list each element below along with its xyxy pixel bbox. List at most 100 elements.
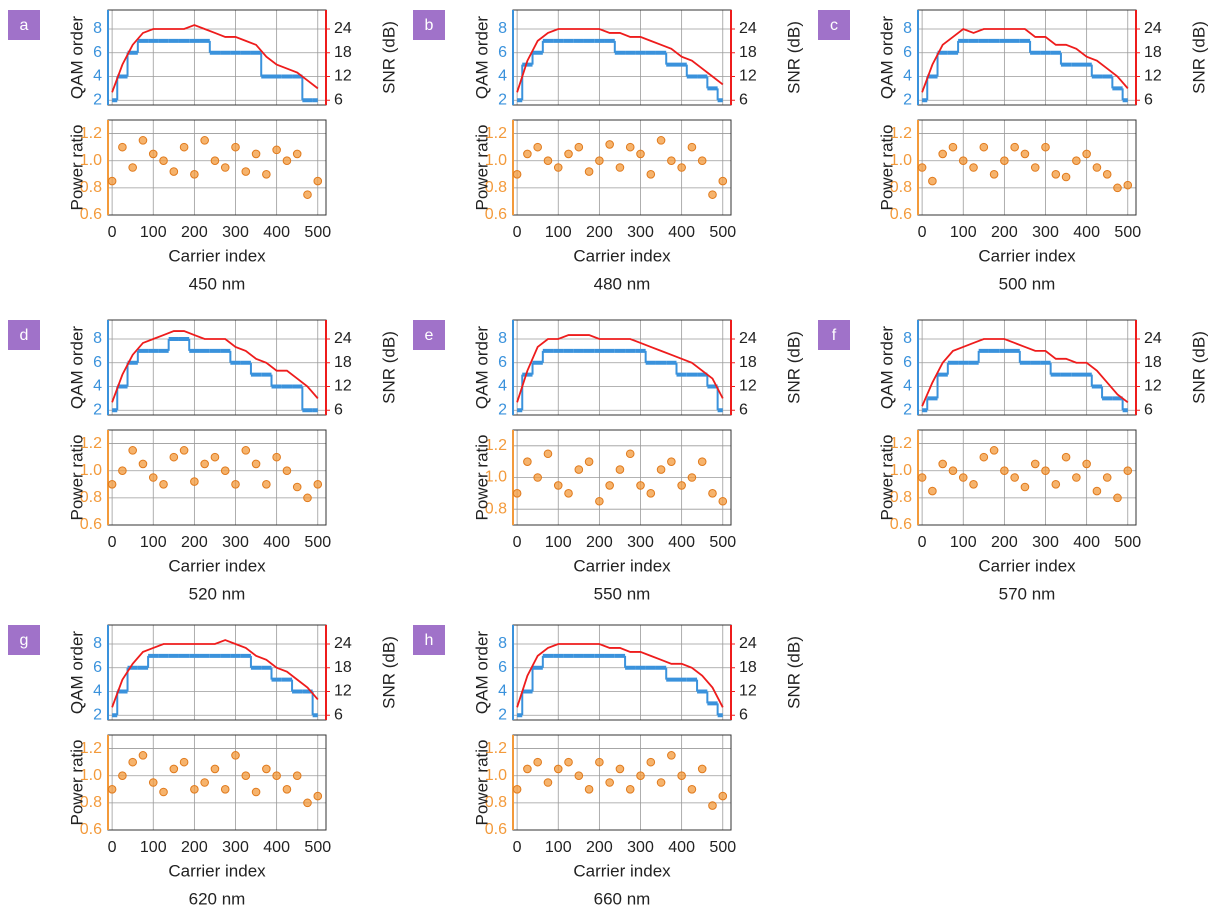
power-point	[512, 784, 522, 794]
y-tick-label: 2	[498, 401, 507, 418]
x-tick-label: 300	[222, 224, 249, 241]
y-tick-label: 1.0	[80, 767, 102, 784]
y-tick-label: 1.0	[890, 152, 912, 169]
x-tick-label: 500	[1114, 224, 1141, 241]
plot-frame	[917, 9, 1137, 106]
y-tick-label: 0.6	[485, 821, 507, 838]
power-point	[128, 163, 137, 172]
y-tick-label: 1.2	[890, 435, 912, 452]
y-tick-label: 1.2	[80, 125, 102, 142]
y2-tick-label: 24	[334, 635, 352, 652]
panel-label-box	[413, 625, 445, 655]
caption: 520 nm	[189, 584, 246, 603]
power-point	[584, 457, 594, 466]
power-point	[1123, 466, 1133, 476]
power-point	[128, 446, 137, 455]
power-point	[1082, 149, 1091, 159]
y-tick-label: 0.8	[80, 179, 102, 196]
x-axis-label: Carrier index	[978, 246, 1076, 265]
plot-frame	[107, 624, 327, 721]
power-point	[292, 771, 302, 781]
power-point	[917, 163, 927, 172]
snr-line	[921, 27, 1129, 93]
panel-label: b	[425, 17, 434, 34]
power-point	[1010, 473, 1019, 482]
power-point	[148, 778, 158, 787]
y-axis-label: Power ratio	[67, 435, 86, 521]
x-axis-label: Carrier index	[978, 556, 1076, 575]
power-point	[948, 466, 958, 476]
power-point	[292, 149, 302, 159]
power-point	[989, 169, 999, 179]
power-point	[708, 801, 717, 810]
y-tick-label: 6	[498, 659, 507, 676]
power-point	[107, 784, 117, 794]
power-point	[1092, 486, 1102, 496]
plot-frame	[107, 319, 327, 416]
power-point	[220, 784, 230, 794]
y2-tick-label: 18	[739, 44, 757, 61]
x-tick-label: 400	[668, 534, 695, 551]
x-tick-label: 200	[991, 224, 1018, 241]
y-tick-label: 0.8	[890, 489, 912, 506]
y-tick-label: 2	[93, 91, 102, 108]
power-point	[190, 169, 199, 179]
power-point	[979, 452, 989, 462]
x-tick-label: 400	[1073, 534, 1100, 551]
y-tick-label: 6	[93, 44, 102, 61]
power-point	[1061, 452, 1071, 462]
y-tick-label: 8	[93, 635, 102, 652]
power-point	[718, 791, 728, 801]
y-tick-label: 4	[498, 683, 507, 700]
power-point	[969, 163, 978, 172]
panel-label-box	[413, 10, 445, 40]
y-tick-label: 6	[93, 659, 102, 676]
y2-tick-label: 18	[1144, 44, 1162, 61]
x-axis-label: Carrier index	[573, 861, 671, 880]
power-point	[292, 482, 302, 492]
y-tick-label: 8	[903, 330, 912, 347]
power-point	[523, 149, 532, 159]
x-tick-label: 300	[1032, 224, 1059, 241]
power-point	[718, 496, 728, 506]
y2-tick-label: 24	[739, 330, 757, 347]
power-point	[220, 466, 230, 476]
y-tick-label: 6	[498, 354, 507, 371]
x-axis-label: Carrier index	[168, 246, 266, 265]
power-point	[646, 757, 656, 767]
power-point	[656, 465, 666, 474]
caption: 620 nm	[189, 889, 246, 908]
power-point	[958, 156, 968, 166]
y2-tick-label: 18	[334, 44, 352, 61]
plot-frame	[107, 119, 327, 216]
caption: 550 nm	[594, 584, 651, 603]
power-point	[574, 771, 584, 781]
y-axis-label: QAM order	[472, 631, 491, 714]
panel-label: f	[832, 327, 837, 344]
caption: 500 nm	[999, 274, 1056, 293]
x-axis-label: Carrier index	[573, 556, 671, 575]
power-point	[1092, 163, 1102, 172]
y-tick-label: 1.0	[80, 152, 102, 169]
power-point	[938, 459, 947, 469]
y2-tick-label: 24	[334, 330, 352, 347]
y2-tick-label: 6	[739, 706, 748, 723]
power-point	[687, 142, 697, 152]
snr-line	[111, 330, 319, 403]
y-tick-label: 4	[93, 378, 102, 395]
x-tick-label: 400	[1073, 224, 1100, 241]
y-tick-label: 2	[903, 91, 912, 108]
power-point	[231, 751, 240, 760]
x-tick-label: 400	[263, 839, 290, 856]
y-tick-label: 0.6	[80, 206, 102, 223]
power-point	[241, 771, 251, 781]
y-tick-label: 2	[498, 706, 507, 723]
power-point	[615, 465, 625, 474]
